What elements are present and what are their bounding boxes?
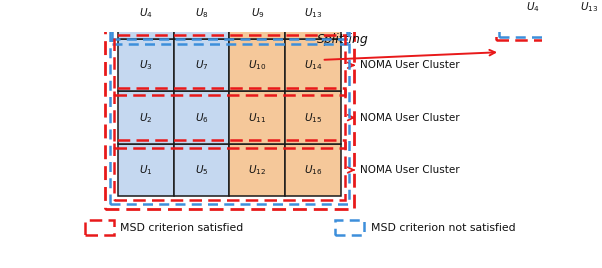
Bar (285, 39, 341, 91)
Text: $U_{13}$: $U_{13}$ (580, 1, 598, 14)
Text: $U_1$: $U_1$ (139, 163, 152, 177)
Bar (285, 91, 341, 144)
Bar (84, 220, 114, 236)
Text: $U_5$: $U_5$ (195, 163, 208, 177)
Text: NOMA User Cluster: NOMA User Cluster (361, 113, 460, 123)
Text: $U_2$: $U_2$ (139, 111, 152, 125)
Bar (114, 35, 345, 95)
Text: $U_8$: $U_8$ (194, 6, 208, 20)
Text: NOMA User Cluster: NOMA User Cluster (361, 165, 460, 175)
Bar (118, 144, 173, 196)
Bar (173, 144, 229, 196)
Bar (496, 0, 602, 40)
Bar (285, 144, 341, 196)
Text: $U_4$: $U_4$ (139, 6, 153, 20)
Bar (561, 0, 602, 31)
Text: MSD criterion not satisfied: MSD criterion not satisfied (370, 223, 515, 233)
Text: $U_7$: $U_7$ (195, 58, 208, 72)
Bar (114, 140, 345, 200)
Text: $U_{13}$: $U_{13}$ (304, 6, 322, 20)
Bar (229, 39, 285, 91)
Bar (118, 39, 173, 91)
Bar (173, 0, 229, 39)
Text: $U_3$: $U_3$ (139, 58, 152, 72)
Bar (335, 220, 364, 236)
Text: $U_4$: $U_4$ (526, 1, 540, 14)
Text: $U_{16}$: $U_{16}$ (304, 163, 322, 177)
Text: $U_{11}$: $U_{11}$ (248, 111, 267, 125)
Bar (505, 0, 561, 31)
Text: NOMA User Cluster: NOMA User Cluster (361, 60, 460, 70)
Bar (113, 0, 347, 44)
Text: $U_6$: $U_6$ (194, 111, 208, 125)
Bar (110, 0, 349, 204)
Bar (118, 0, 173, 39)
Bar (229, 0, 285, 39)
Bar (105, 0, 354, 209)
Text: Splitting: Splitting (317, 33, 368, 46)
Text: $U_{12}$: $U_{12}$ (249, 163, 267, 177)
Text: $U_{10}$: $U_{10}$ (248, 58, 267, 72)
Bar (229, 144, 285, 196)
Text: $U_{14}$: $U_{14}$ (304, 58, 323, 72)
Bar (229, 91, 285, 144)
Text: $U_9$: $U_9$ (250, 6, 264, 20)
Text: $U_{15}$: $U_{15}$ (304, 111, 322, 125)
Bar (114, 88, 345, 148)
Bar (499, 0, 602, 37)
Bar (118, 91, 173, 144)
Bar (173, 39, 229, 91)
Bar (173, 91, 229, 144)
Bar (285, 0, 341, 39)
Text: MSD criterion satisfied: MSD criterion satisfied (120, 223, 243, 233)
